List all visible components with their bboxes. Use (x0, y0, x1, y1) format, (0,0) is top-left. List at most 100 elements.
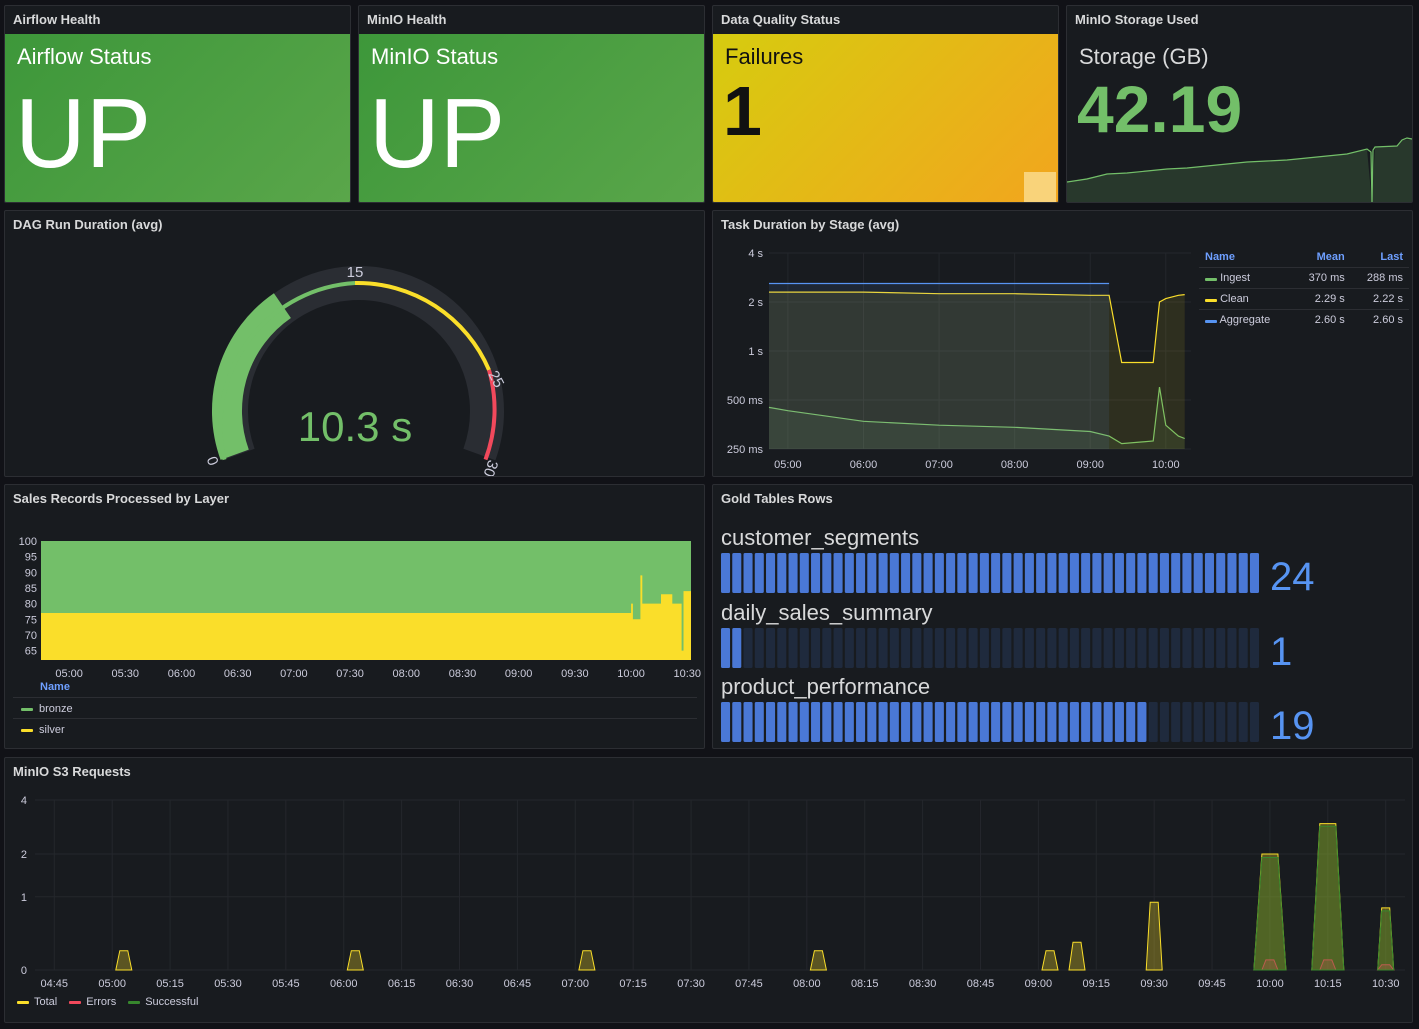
gauge-cell (1171, 553, 1181, 593)
x-tick-label: 07:30 (336, 668, 364, 680)
gauge-cell (979, 628, 989, 668)
legend-row-aggregate[interactable]: Aggregate 2.60 s 2.60 s (1199, 309, 1409, 330)
gauge-cell (1092, 628, 1102, 668)
series-peak-successful (1377, 910, 1395, 971)
gauge-tick-30: 30 (480, 458, 502, 477)
legend-header-mean[interactable]: Mean (1316, 251, 1345, 263)
gauge-cell (844, 628, 854, 668)
x-tick-label: 10:00 (1256, 978, 1284, 990)
gauge-cell (811, 702, 821, 742)
gauge-cell (946, 553, 956, 593)
legend-name: Aggregate (1219, 314, 1271, 326)
minio-status-stat: MinIO Status UP (359, 34, 704, 202)
gauge-cell (799, 553, 809, 593)
series-swatch (1205, 320, 1217, 323)
gauge-cell (1148, 702, 1158, 742)
legend-name: Successful (145, 996, 199, 1008)
minio-health-panel[interactable]: MinIO Health MinIO Status UP (358, 5, 705, 203)
data-quality-panel[interactable]: Data Quality Status Failures 1 (712, 5, 1059, 203)
gauge-cell (1126, 553, 1136, 593)
gauge-cell (1238, 628, 1248, 668)
gauge-cell (923, 702, 933, 742)
minio-s3-requests-panel[interactable]: MinIO S3 Requests 0 1 2 4 04:45 05:00 05:15 05:… (4, 757, 1413, 1023)
gauge-cell (1249, 553, 1259, 593)
x-tick-label: 05:15 (156, 978, 184, 990)
stat-label: MinIO Status (371, 44, 499, 69)
gauge-cell (766, 702, 776, 742)
gauge-cell (1002, 553, 1012, 593)
gauge-cell (1216, 628, 1226, 668)
gauge-cell (1137, 702, 1147, 742)
y-tick-label: 1 (21, 892, 27, 904)
x-tick-label: 09:30 (561, 668, 589, 680)
x-tick-label: 08:30 (909, 978, 937, 990)
task-duration-panel[interactable]: Task Duration by Stage (avg) 250 ms 500 m… (712, 210, 1413, 477)
x-tick-label: 07:00 (925, 459, 953, 471)
gauge-cell (1159, 628, 1169, 668)
minio-storage-panel[interactable]: MinIO Storage Used Storage (GB) 42.19 (1066, 5, 1413, 203)
legend-header-last[interactable]: Last (1380, 251, 1403, 263)
gauge-cell (946, 702, 956, 742)
panel-title: Sales Records Processed by Layer (13, 491, 230, 506)
legend-item-silver[interactable]: silver (13, 718, 697, 736)
x-tick-label: 07:45 (735, 978, 763, 990)
y-tick-label: 70 (25, 630, 37, 642)
legend-last: 288 ms (1350, 267, 1409, 289)
gauge-cell (1216, 553, 1226, 593)
series-area-aggregate (769, 283, 1110, 449)
gauge-cell (1227, 628, 1237, 668)
series-line-clean (769, 291, 1185, 364)
gauge-cell (732, 702, 742, 742)
gauge-cell (957, 702, 967, 742)
series-peak-successful (1311, 825, 1345, 971)
legend-row-ingest[interactable]: Ingest 370 ms 288 ms (1199, 267, 1409, 289)
gauge-cell (1024, 702, 1034, 742)
stat-value: UP (369, 78, 506, 188)
x-tick-label: 08:30 (449, 668, 477, 680)
y-tick-label: 1 s (748, 346, 763, 358)
gauge-cell (901, 628, 911, 668)
x-tick-label: 10:30 (673, 668, 701, 680)
airflow-health-panel[interactable]: Airflow Health Airflow Status UP (4, 5, 351, 203)
y-tick-label: 4 s (748, 248, 763, 260)
dag-gauge: 10.3 s 15 25 0 30 (204, 264, 507, 477)
legend-last: 2.60 s (1350, 309, 1409, 330)
legend-item-total[interactable]: Total (17, 996, 57, 1008)
legend-header-name[interactable]: Name (1205, 251, 1235, 263)
x-tick-label: 07:15 (619, 978, 647, 990)
legend-row-clean[interactable]: Clean 2.29 s 2.22 s (1199, 288, 1409, 310)
sales-records-chart: 65 70 75 80 85 90 95 100 05:00 05:30 06:00 06:30 07:… (19, 536, 701, 680)
gauge-cell (1081, 702, 1091, 742)
legend-item-bronze[interactable]: bronze (13, 697, 697, 715)
gauge-cell (1193, 628, 1203, 668)
gauge-cell (923, 553, 933, 593)
gauge-cell (1002, 702, 1012, 742)
gold-tables-panel[interactable]: Gold Tables Rows customer_segments 24 da… (712, 484, 1413, 749)
sales-records-panel[interactable]: Sales Records Processed by Layer 65 70 75 8… (4, 484, 705, 749)
series-peak-total (346, 950, 364, 971)
gauge-tick-0: 0 (204, 454, 223, 468)
x-tick-label: 06:15 (388, 978, 416, 990)
gauge-cell (1036, 553, 1046, 593)
legend-name: silver (39, 724, 65, 736)
gold-label-product-performance: product_performance (721, 674, 931, 699)
gauge-cell (1081, 553, 1091, 593)
legend-item-errors[interactable]: Errors (69, 996, 116, 1008)
y-tick-label: 4 (21, 795, 27, 807)
gauge-cell (1114, 702, 1124, 742)
gauge-cell (1182, 628, 1192, 668)
stat-value: 1 (723, 72, 762, 150)
dag-duration-panel[interactable]: DAG Run Duration (avg) 10.3 s 15 25 0 30 (4, 210, 705, 477)
gauge-cell (754, 553, 764, 593)
gauge-cell (1069, 628, 1079, 668)
stat-value: 42.19 (1077, 72, 1243, 146)
gauge-cell (889, 553, 899, 593)
gauge-cell (946, 628, 956, 668)
gauge-cell (811, 628, 821, 668)
legend-last: 2.22 s (1350, 288, 1409, 310)
s3-legend: Total Errors Successful (17, 996, 198, 1008)
legend-header[interactable]: Name (40, 681, 70, 693)
legend-item-successful[interactable]: Successful (128, 996, 198, 1008)
y-tick-label: 75 (25, 614, 37, 626)
x-tick-label: 07:00 (562, 978, 590, 990)
